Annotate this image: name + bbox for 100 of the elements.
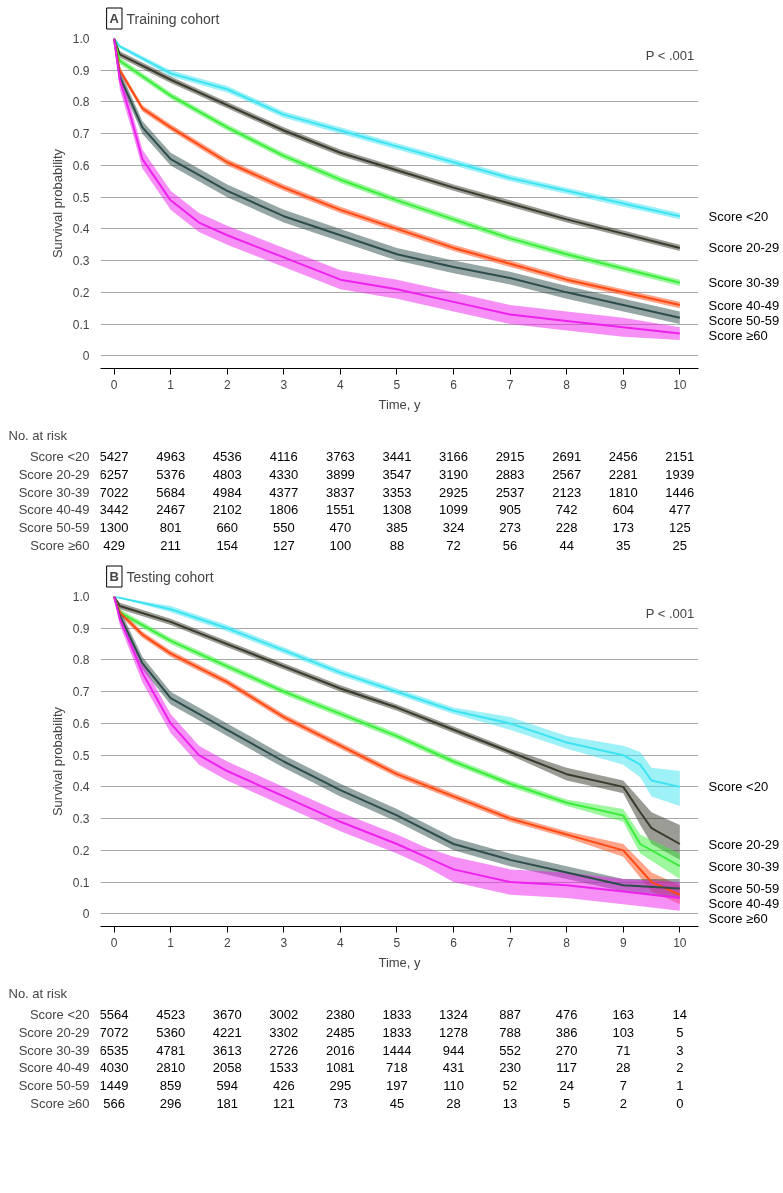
y-tick-label: 0.8 [72,653,90,668]
data-label: 273 [499,520,521,536]
chart-title: No. at risk [8,985,68,1001]
data-label: 88 [389,538,405,554]
y-tick-label: 0.8 [72,95,90,110]
text: Score ≥60 [708,910,768,926]
data-label: 3190 [439,466,468,482]
text: Score 30-39 [708,275,780,291]
data-label: 73 [333,1096,348,1112]
data-label: 1806 [269,502,299,518]
y-tick-label: 0.4 [72,222,90,237]
data-label: 1810 [608,484,638,500]
data-label: 13 [502,1096,518,1112]
data-label: 3166 [439,448,468,464]
x-tick-label: 6 [450,377,458,392]
y-axis-title: Survival probability [49,706,65,817]
data-label: 2915 [495,448,525,464]
x-tick-label: 2 [223,377,231,392]
data-label: 1278 [439,1024,468,1040]
data-label: 550 [272,520,295,536]
data-label: 7072 [99,1024,129,1040]
data-label: 4116 [269,448,298,464]
x-tick-label: 1 [167,935,175,950]
data-label: 1833 [382,1024,412,1040]
x-tick-label: 8 [563,935,571,950]
y-tick-label: 1.0 [72,590,90,604]
text: Score 30-39 [708,858,780,874]
data-label: 944 [442,1042,465,1058]
data-label: 2925 [439,484,468,500]
data-label: 1308 [382,502,412,518]
data-label: 2485 [325,1024,355,1040]
data-label: 2016 [325,1042,355,1058]
data-label: 121 [272,1096,295,1112]
data-label: 742 [555,502,578,518]
data-label: 887 [499,1006,521,1022]
data-label: 103 [612,1024,635,1040]
data-label: 1446 [665,484,695,500]
x-tick-label: 2 [223,935,231,950]
data-label: 3353 [382,484,412,500]
data-label: 3670 [212,1006,242,1022]
data-label: 44 [559,538,574,554]
text: Score 20-29 [708,240,780,256]
y-tick-label: Score 30-39 [18,484,90,500]
y-tick-label: Score 30-39 [18,1042,90,1058]
data-label: 72 [446,538,461,554]
text: Score 40-49 [708,895,780,911]
data-label: 4781 [156,1042,186,1058]
data-label: 127 [272,538,295,554]
text: Score 40-49 [708,297,780,313]
data-label: 2102 [212,502,242,518]
data-label: 660 [216,520,239,536]
data-label: 1939 [665,466,695,482]
data-label: 2123 [552,484,582,500]
data-label: 100 [329,538,352,554]
data-label: 1449 [99,1078,129,1094]
x-tick-label: 10 [673,377,687,392]
data-label: 52 [502,1078,518,1094]
x-tick-label: 4 [337,935,345,950]
data-label: 125 [668,520,691,536]
data-label: 552 [499,1042,521,1058]
y-tick-label: Score 50-59 [18,520,90,536]
chart-title: No. at risk [8,427,68,443]
y-axis-title: Survival probability [49,148,65,259]
x-tick-label: 7 [506,377,514,392]
data-label: 3441 [382,448,412,464]
data-label: 28 [446,1096,461,1112]
data-label: 2726 [269,1042,299,1058]
y-tick-label: 0.9 [72,63,90,78]
data-label: 1444 [382,1042,412,1058]
x-tick-label: 4 [337,377,345,392]
data-label: 604 [612,502,635,518]
data-label: 3837 [325,484,355,500]
data-label: 3302 [269,1024,299,1040]
y-tick-label: 0.2 [72,285,90,300]
data-label: 5564 [99,1006,129,1022]
data-label: 2281 [608,466,638,482]
y-tick-label: Score ≥60 [30,538,90,554]
data-label: 230 [499,1060,521,1076]
data-label: 3763 [325,448,355,464]
data-label: 211 [160,538,182,554]
data-label: 2151 [665,448,695,464]
data-label: 4803 [212,466,242,482]
y-tick-label: 0.3 [72,254,90,269]
x-axis-title: Time, y [378,954,422,970]
y-tick-label: 0.5 [72,748,90,763]
data-label: 14 [672,1006,688,1022]
data-label: 71 [616,1042,631,1058]
data-label: 476 [555,1006,578,1022]
y-tick-label: 0.1 [72,875,90,890]
data-label: 6535 [99,1042,129,1058]
data-label: 4377 [269,484,299,500]
data-label: 2467 [156,502,186,518]
y-tick-label: 0.7 [72,685,90,700]
data-label: 4963 [156,448,186,464]
data-label: 4536 [212,448,242,464]
data-label: 1324 [439,1006,468,1022]
data-label: 4030 [99,1060,129,1076]
data-label: 1533 [269,1060,299,1076]
data-label: 2380 [325,1006,355,1022]
data-label: 2456 [608,448,638,464]
